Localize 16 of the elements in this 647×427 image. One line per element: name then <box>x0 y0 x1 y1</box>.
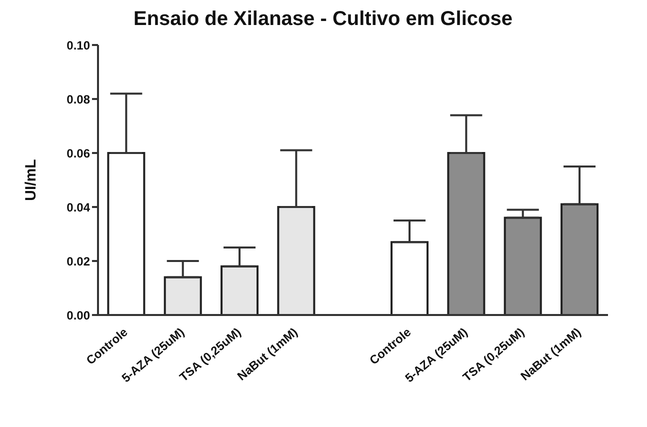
y-tick-label: 0.02 <box>66 254 90 268</box>
bar <box>220 265 259 315</box>
y-tick-label: 0.00 <box>66 308 90 322</box>
bar <box>504 216 542 315</box>
bar <box>277 206 316 315</box>
bar <box>164 276 202 315</box>
y-axis-title: UI/mL <box>22 159 40 201</box>
bar <box>447 152 486 315</box>
bar <box>390 241 429 315</box>
y-tick-label: 0.06 <box>66 146 90 160</box>
y-tick-label: 0.10 <box>66 38 90 52</box>
chart-title: Ensaio de Xilanase - Cultivo em Glicose <box>132 8 514 31</box>
bar <box>560 203 599 315</box>
y-tick-label: 0.08 <box>66 92 90 106</box>
bar <box>107 152 146 315</box>
y-tick-label: 0.04 <box>66 200 90 214</box>
